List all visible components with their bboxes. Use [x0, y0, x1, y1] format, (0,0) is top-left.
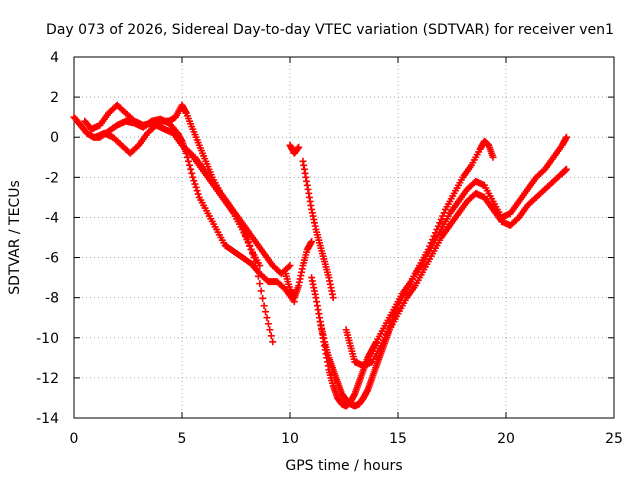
data-point [186, 161, 194, 169]
data-point [256, 262, 264, 270]
data-point [429, 236, 437, 244]
data-point [426, 242, 434, 250]
data-point [189, 173, 197, 181]
data-point [434, 222, 442, 230]
data-point [424, 246, 432, 254]
grid-lines [74, 57, 614, 418]
data-point [430, 232, 438, 240]
data-point [436, 219, 444, 227]
data-point [562, 165, 570, 173]
data-point [257, 287, 265, 295]
data-point [190, 177, 198, 185]
data-point [259, 294, 267, 302]
data-point [183, 153, 191, 161]
data-series [299, 157, 337, 302]
data-point [427, 239, 435, 247]
y-tick-label: -12 [36, 371, 59, 387]
data-point [246, 242, 254, 250]
x-axis-label: GPS time / hours [285, 458, 402, 474]
data-point [286, 262, 294, 270]
y-tick-label: -10 [36, 331, 59, 347]
data-point [269, 338, 277, 346]
data-point [193, 187, 201, 195]
data-point [256, 280, 264, 288]
x-tick-label: 15 [389, 431, 407, 447]
y-tick-label: -14 [36, 411, 59, 427]
data-series [316, 137, 497, 410]
data-point [440, 209, 448, 217]
data-point [260, 302, 268, 310]
data-series [342, 165, 570, 370]
data-series [286, 141, 303, 157]
data-point [244, 239, 252, 247]
data-point [263, 314, 271, 322]
data-point [295, 143, 303, 151]
data-point [262, 308, 270, 316]
data-series [70, 113, 298, 306]
data-point [285, 263, 293, 271]
y-tick-label: -2 [45, 170, 59, 186]
x-tick-label: 10 [281, 431, 299, 447]
data-point [267, 332, 275, 340]
data-series [308, 133, 570, 410]
y-tick-label: -4 [45, 210, 59, 226]
x-tick-label: 0 [70, 431, 79, 447]
data-series [92, 121, 264, 270]
y-tick-label: -8 [45, 291, 59, 307]
data-point [254, 272, 262, 280]
data-point [431, 229, 439, 237]
data-point [308, 238, 316, 246]
data-point [562, 133, 570, 141]
data-series [282, 238, 316, 302]
chart-title: Day 073 of 2026, Sidereal Day-to-day VTE… [46, 22, 614, 38]
y-tick-label: -6 [45, 251, 59, 267]
y-axis-label: SDTVAR / TECUs [7, 180, 23, 295]
data-point [266, 326, 274, 334]
x-tick-label: 5 [178, 431, 187, 447]
data-point [192, 183, 200, 191]
y-tick-label: 4 [50, 50, 59, 66]
data-point [191, 180, 199, 188]
data-point [194, 190, 202, 198]
data-point [439, 212, 447, 220]
y-tick-label: 2 [50, 90, 59, 106]
x-tick-label: 20 [497, 431, 515, 447]
data-point [489, 153, 497, 161]
data-point [184, 157, 192, 165]
data-point [243, 236, 251, 244]
data-point [437, 215, 445, 223]
data-point [264, 320, 272, 328]
data-point [329, 294, 337, 302]
data-series [191, 153, 294, 278]
data-point [433, 225, 441, 233]
data-point [188, 169, 196, 177]
data-points [70, 101, 570, 410]
y-tick-label: 0 [50, 130, 59, 146]
plot-frame [73, 56, 615, 419]
x-tick-label: 25 [605, 431, 623, 447]
data-point [187, 165, 195, 173]
